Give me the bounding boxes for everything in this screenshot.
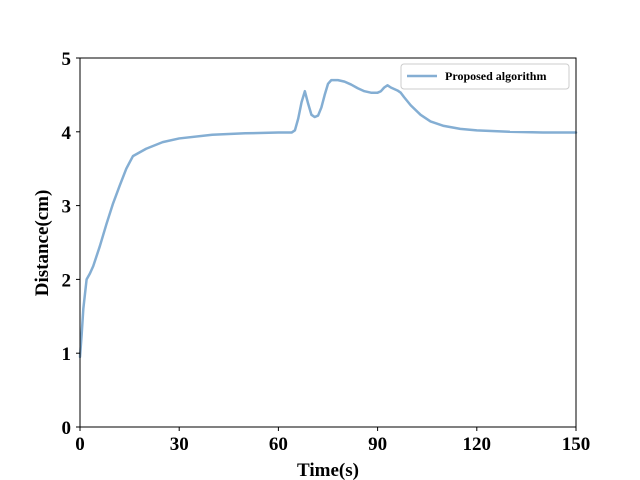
y-tick-label: 1 (62, 344, 72, 365)
x-axis-ticks: 0 30 60 90 120 150 (75, 427, 590, 455)
x-tick-label: 150 (562, 434, 591, 455)
x-tick-label: 90 (368, 434, 387, 455)
y-axis-ticks: 0 1 2 3 4 5 (62, 49, 80, 439)
x-axis-title: Time(s) (297, 460, 359, 480)
y-axis-title: Distance(cm) (32, 190, 53, 297)
legend: Proposed algorithm (400, 63, 570, 90)
y-tick-label: 2 (62, 270, 72, 291)
series-line (78, 78, 578, 359)
legend-box (400, 63, 570, 90)
y-tick-label: 4 (62, 123, 72, 144)
y-tick-label: 3 (62, 197, 72, 218)
y-tick-label: 5 (62, 49, 72, 70)
legend-label: Proposed algorithm (445, 69, 546, 83)
y-tick-label: 0 (62, 418, 72, 439)
x-tick-label: 0 (75, 434, 85, 455)
x-tick-label: 30 (170, 434, 189, 455)
plot-frame (79, 57, 577, 428)
x-tick-label: 60 (269, 434, 288, 455)
x-tick-label: 120 (463, 434, 492, 455)
plot-area (78, 78, 578, 359)
